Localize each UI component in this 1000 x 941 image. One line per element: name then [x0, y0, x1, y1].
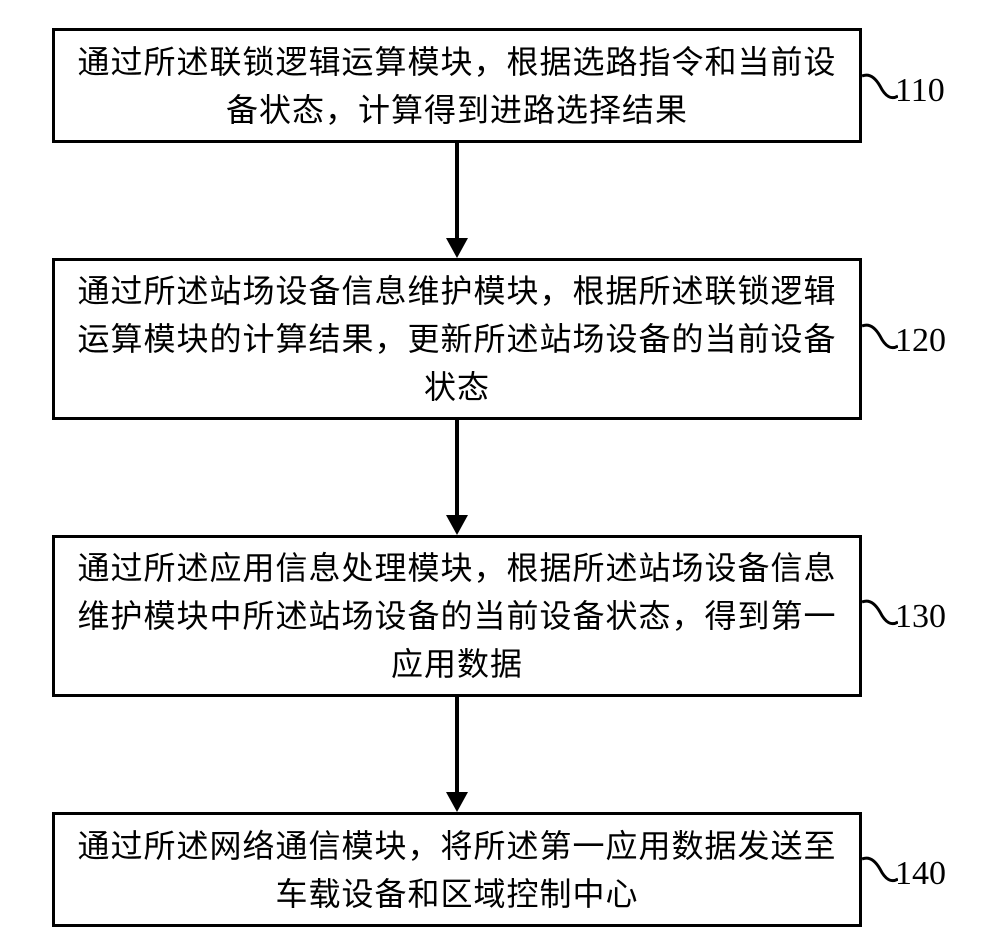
node-2-label: 120	[895, 322, 946, 360]
flowchart-node-2: 通过所述站场设备信息维护模块，根据所述联锁逻辑运算模块的计算结果，更新所述站场设…	[52, 258, 862, 420]
node-1-text: 通过所述联锁逻辑运算模块，根据选路指令和当前设备状态，计算得到进路选择结果	[75, 38, 839, 134]
arrow-2-line	[455, 420, 459, 515]
node-3-label: 130	[895, 598, 946, 636]
node-1-label: 110	[895, 72, 945, 110]
label-curve-3	[862, 596, 898, 632]
flowchart-node-1: 通过所述联锁逻辑运算模块，根据选路指令和当前设备状态，计算得到进路选择结果	[52, 28, 862, 143]
arrow-2-head	[446, 515, 468, 535]
flowchart-node-3: 通过所述应用信息处理模块，根据所述站场设备信息维护模块中所述站场设备的当前设备状…	[52, 535, 862, 697]
arrow-3-head	[446, 792, 468, 812]
flowchart-container: 通过所述联锁逻辑运算模块，根据选路指令和当前设备状态，计算得到进路选择结果 11…	[0, 0, 1000, 941]
node-4-text: 通过所述网络通信模块，将所述第一应用数据发送至车载设备和区域控制中心	[75, 822, 839, 918]
flowchart-node-4: 通过所述网络通信模块，将所述第一应用数据发送至车载设备和区域控制中心	[52, 812, 862, 927]
arrow-3-line	[455, 697, 459, 792]
node-4-label: 140	[895, 855, 946, 893]
label-curve-2	[862, 320, 898, 356]
node-2-text: 通过所述站场设备信息维护模块，根据所述联锁逻辑运算模块的计算结果，更新所述站场设…	[75, 267, 839, 411]
node-3-text: 通过所述应用信息处理模块，根据所述站场设备信息维护模块中所述站场设备的当前设备状…	[75, 544, 839, 688]
label-curve-1	[862, 70, 898, 106]
arrow-1-line	[455, 143, 459, 238]
arrow-1-head	[446, 238, 468, 258]
label-curve-4	[862, 853, 898, 889]
